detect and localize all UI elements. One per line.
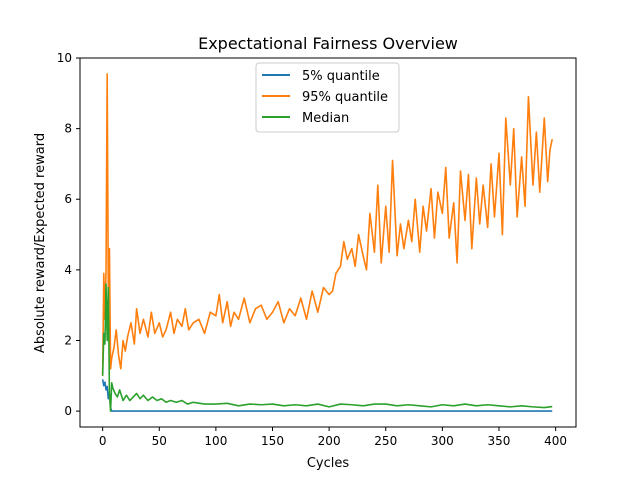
series-line-0 xyxy=(101,379,553,412)
x-tick-label: 400 xyxy=(544,434,567,448)
legend-label-1: 95% quantile xyxy=(302,90,388,105)
x-tick-label: 350 xyxy=(488,434,511,448)
legend-label-2: Median xyxy=(302,111,349,126)
x-axis-label: Cycles xyxy=(307,456,350,471)
x-axis-ticks: 0 50 100 150 200 250 300 350 400 xyxy=(99,427,567,448)
x-tick-label: 200 xyxy=(318,434,341,448)
y-tick-label: 6 xyxy=(64,192,72,206)
plot-frame xyxy=(79,57,577,428)
x-tick-label: 50 xyxy=(152,434,167,448)
y-tick-label: 8 xyxy=(64,122,72,136)
y-tick-label: 2 xyxy=(64,333,72,347)
x-tick-label: 150 xyxy=(261,434,284,448)
legend-box xyxy=(255,62,400,133)
chart-title: Expectational Fairness Overview xyxy=(198,34,458,53)
series-line-2 xyxy=(101,283,553,412)
x-tick-label: 100 xyxy=(204,434,227,448)
y-axis-ticks: 0 2 4 6 8 10 xyxy=(57,51,80,418)
legend-label-0: 5% quantile xyxy=(302,69,380,84)
legend: 5% quantile 95% quantile Median xyxy=(255,62,400,133)
y-tick-label: 4 xyxy=(64,263,72,277)
plot-area xyxy=(79,57,577,428)
series-line-1 xyxy=(101,73,554,376)
y-tick-label: 10 xyxy=(57,51,72,65)
legend-entries: 5% quantile 95% quantile Median xyxy=(262,69,388,126)
y-tick-label: 0 xyxy=(64,404,72,418)
x-tick-label: 250 xyxy=(374,434,397,448)
y-axis-label: Absolute reward/Expected reward xyxy=(33,133,48,353)
series-layer xyxy=(101,73,554,412)
x-tick-label: 0 xyxy=(99,434,107,448)
x-tick-label: 300 xyxy=(431,434,454,448)
